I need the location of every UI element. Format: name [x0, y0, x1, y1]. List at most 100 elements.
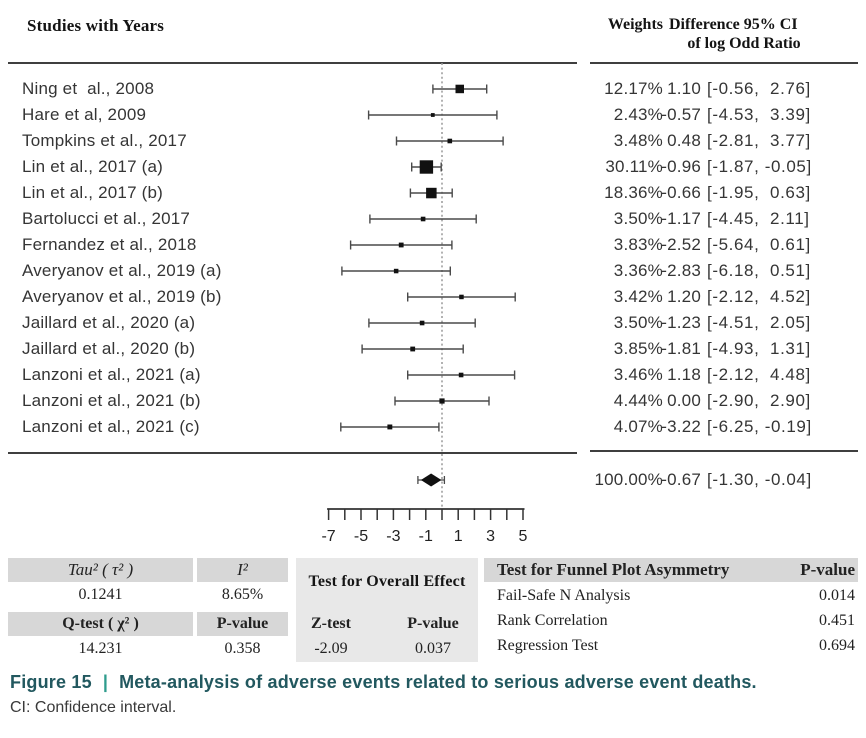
study-estimate: -0.96 — [661, 157, 701, 176]
ztest-pvalue-header-cell: P-value — [407, 615, 459, 632]
study-label: Jaillard et al., 2020 (b) — [22, 339, 196, 358]
study-estimate: 0.48 — [667, 131, 701, 150]
funnel-row-label: Rank Correlation — [497, 612, 608, 629]
x-axis-tick-label: -5 — [354, 528, 368, 545]
study-label: Bartolucci et al., 2017 — [22, 209, 191, 228]
tau2-value: 0.1241 — [78, 586, 123, 603]
study-row: Fernandez et al., 2018 3.83% -2.52 [-5.64, … — [0, 232, 866, 258]
study-label: Jaillard et al., 2020 (a) — [22, 313, 196, 332]
summary-estimate: -0.67 — [661, 470, 701, 489]
study-row: Averyanov et al., 2019 (b) 3.42% 1.20 [-2.1… — [0, 284, 866, 310]
x-axis-tick-label: 1 — [454, 528, 463, 545]
study-estimate: 1.18 — [667, 365, 701, 384]
study-weight: 3.50% — [613, 209, 663, 228]
study-label: Fernandez et al., 2018 — [22, 235, 197, 254]
x-axis-tick-label: 5 — [519, 528, 528, 545]
study-estimate: -2.52 — [661, 235, 701, 254]
study-row: Lanzoni et al., 2021 (b) 4.44% 0.00 [-2.90,… — [0, 388, 866, 414]
study-label: Lanzoni et al., 2021 (a) — [22, 365, 201, 384]
x-axis-tick-label: -1 — [419, 528, 433, 545]
study-weight: 30.11% — [605, 157, 663, 176]
study-label: Lin et al., 2017 (b) — [22, 183, 164, 202]
study-label: Lin et al., 2017 (a) — [22, 157, 164, 176]
study-ci: [-5.64, 0.61] — [707, 235, 811, 254]
figure-caption: Figure 15 | Meta-analysis of adverse event… — [10, 672, 757, 693]
studies-column-header: Studies with Years — [27, 16, 165, 35]
study-estimate: 0.00 — [667, 391, 701, 410]
study-ci: [-6.25, -0.19] — [707, 417, 812, 436]
caption-note: CI: Confidence interval. — [10, 699, 177, 716]
figure-number: Figure 15 — [10, 672, 92, 692]
summary-rule-right — [590, 450, 858, 452]
study-ci: [-4.45, 2.11] — [707, 209, 810, 228]
study-weight: 3.83% — [613, 235, 663, 254]
study-estimate: -1.17 — [661, 209, 701, 228]
qtest-value: 14.231 — [78, 640, 123, 657]
caption-separator: | — [102, 672, 109, 692]
i2-header-cell: I² — [197, 558, 288, 582]
study-ci: [-6.18, 0.51] — [707, 261, 811, 280]
funnel-title: Test for Funnel Plot Asymmetry — [497, 560, 730, 579]
qtest-header-cell: Q-test ( χ² ) — [8, 612, 193, 636]
weights-column-header: Weights — [607, 16, 663, 33]
study-ci: [-2.81, 3.77] — [707, 131, 811, 150]
study-row: Ning et al., 2008 12.17% 1.10 [-0.56, 2.76] — [0, 76, 866, 102]
x-axis-tick-label: -7 — [321, 528, 335, 545]
study-weight: 3.50% — [613, 313, 663, 332]
study-weight: 18.36% — [604, 183, 663, 202]
study-weight: 12.17% — [604, 79, 663, 98]
study-ci: [-4.51, 2.05] — [707, 313, 811, 332]
difference-column-header-line2: of log Odd Ratio — [687, 35, 801, 52]
study-weight: 3.46% — [613, 365, 663, 384]
summary-row: 100.00% -0.67 [-1.30, -0.04] — [0, 467, 866, 493]
study-label: Hare et al, 2009 — [22, 105, 147, 124]
funnel-pvalue-header: P-value — [800, 560, 855, 579]
study-estimate: 1.10 — [667, 79, 701, 98]
funnel-header-row-bg — [484, 558, 858, 582]
ztest-header-cell: Z-test — [311, 615, 351, 632]
study-estimate: -0.66 — [661, 183, 701, 202]
summary-ci: [-1.30, -0.04] — [707, 470, 812, 489]
study-ci: [-2.90, 2.90] — [707, 391, 811, 410]
study-estimate: 1.20 — [667, 287, 701, 306]
tau2-header-cell: Tau² ( τ² ) — [8, 558, 193, 582]
study-estimate: -0.57 — [661, 105, 701, 124]
study-label: Lanzoni et al., 2021 (c) — [22, 417, 200, 436]
qtest-pvalue-header-cell: P-value — [197, 612, 288, 636]
ztest-pvalue: 0.037 — [415, 640, 451, 657]
study-row: Lanzoni et al., 2021 (c) 4.07% -3.22 [-6.25… — [0, 414, 866, 440]
study-weight: 4.44% — [613, 391, 663, 410]
study-label: Tompkins et al., 2017 — [22, 131, 187, 150]
study-ci: [-1.87, -0.05] — [707, 157, 812, 176]
study-weight: 4.07% — [613, 417, 663, 436]
funnel-row-label: Regression Test — [497, 637, 599, 654]
study-row: Lanzoni et al., 2021 (a) 3.46% 1.18 [-2.12,… — [0, 362, 866, 388]
study-row: Lin et al., 2017 (b) 18.36% -0.66 [-1.95, 0… — [0, 180, 866, 206]
study-ci: [-2.12, 4.52] — [707, 287, 811, 306]
summary-rule-left — [8, 452, 577, 454]
funnel-row-value: 0.694 — [819, 637, 855, 654]
header-rule-left — [8, 62, 577, 64]
funnel-row-label: Fail-Safe N Analysis — [497, 587, 631, 604]
study-row: Bartolucci et al., 2017 3.50% -1.17 [-4.45,… — [0, 206, 866, 232]
study-estimate: -2.83 — [661, 261, 701, 280]
study-ci: [-1.95, 0.63] — [707, 183, 811, 202]
study-weight: 3.48% — [613, 131, 663, 150]
x-axis-tick-label: 3 — [486, 528, 495, 545]
study-row: Lin et al., 2017 (a) 30.11% -0.96 [-1.87, -… — [0, 154, 866, 180]
study-ci: [-4.53, 3.39] — [707, 105, 811, 124]
summary-weight: 100.00% — [594, 470, 663, 489]
study-ci: [-4.93, 1.31] — [707, 339, 811, 358]
ztest-value: -2.09 — [314, 640, 348, 657]
study-row: Hare et al, 2009 2.43% -0.57 [-4.53, 3.39] — [0, 102, 866, 128]
study-label: Ning et al., 2008 — [22, 79, 155, 98]
study-ci: [-2.12, 4.48] — [707, 365, 811, 384]
study-weight: 2.43% — [613, 105, 663, 124]
i2-value: 8.65% — [221, 586, 264, 603]
study-row: Averyanov et al., 2019 (a) 3.36% -2.83 [-6.… — [0, 258, 866, 284]
study-label: Lanzoni et al., 2021 (b) — [22, 391, 201, 410]
study-estimate: -1.81 — [661, 339, 701, 358]
study-label: Averyanov et al., 2019 (b) — [22, 287, 222, 306]
study-row: Tompkins et al., 2017 3.48% 0.48 [-2.81, 3.… — [0, 128, 866, 154]
